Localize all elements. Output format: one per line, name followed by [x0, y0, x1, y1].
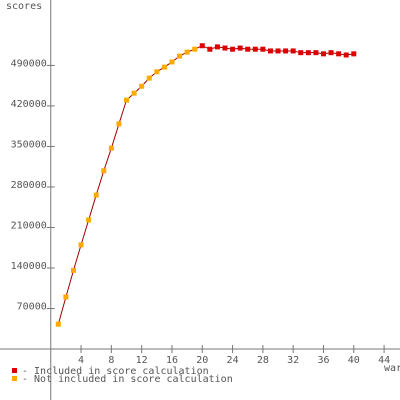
point [154, 69, 160, 75]
point [70, 267, 76, 273]
x-tick-label: 16 [166, 355, 178, 366]
x-tick-label: 8 [108, 355, 114, 366]
point [192, 46, 198, 52]
point [78, 242, 84, 248]
legend-swatch [12, 376, 17, 381]
x-tick-label: 36 [317, 355, 329, 366]
point [161, 64, 167, 70]
point [267, 48, 273, 54]
point [343, 52, 349, 58]
point [336, 51, 342, 57]
point [139, 83, 145, 89]
point [275, 48, 281, 54]
x-tick-label: 20 [196, 355, 208, 366]
y-tick-label: 70000 [17, 302, 47, 313]
point [245, 46, 251, 52]
y-tick-label: 490000 [11, 58, 47, 69]
point [131, 90, 137, 96]
point [177, 53, 183, 59]
point [252, 46, 258, 52]
legend-label: - Not included in score calculation [22, 374, 233, 385]
point [146, 75, 152, 81]
y-axis-label: scores [6, 1, 42, 12]
legend-label: - Included in score calculation [22, 366, 209, 377]
point [237, 45, 243, 51]
point [290, 48, 296, 54]
point [260, 46, 266, 52]
x-tick-label: 4 [78, 355, 84, 366]
point [328, 50, 334, 56]
point [101, 168, 107, 174]
point [313, 50, 319, 56]
point [124, 97, 130, 103]
point [169, 59, 175, 65]
point [320, 51, 326, 57]
point [351, 51, 357, 57]
point [230, 46, 236, 52]
x-tick-label: 44 [378, 355, 390, 366]
x-tick-label: 28 [257, 355, 269, 366]
point [283, 48, 289, 54]
legend-swatch [12, 368, 17, 373]
point [63, 294, 69, 300]
point [55, 321, 61, 327]
point [184, 49, 190, 55]
point [305, 50, 311, 56]
point [214, 44, 220, 50]
point [199, 43, 205, 49]
x-axis-label: war [384, 363, 400, 374]
point [116, 121, 122, 127]
y-tick-label: 140000 [11, 261, 47, 272]
x-tick-label: 32 [287, 355, 299, 366]
y-tick-label: 420000 [11, 99, 47, 110]
point [86, 217, 92, 223]
y-tick-label: 280000 [11, 180, 47, 191]
x-tick-label: 24 [227, 355, 239, 366]
point [298, 50, 304, 56]
series-line [57, 48, 195, 325]
y-tick-label: 210000 [11, 220, 47, 231]
point [207, 46, 213, 52]
point [108, 145, 114, 151]
x-tick-label: 12 [136, 355, 148, 366]
point [222, 45, 228, 51]
x-tick-label: 40 [348, 355, 360, 366]
point [93, 192, 99, 198]
y-tick-label: 350000 [11, 139, 47, 150]
